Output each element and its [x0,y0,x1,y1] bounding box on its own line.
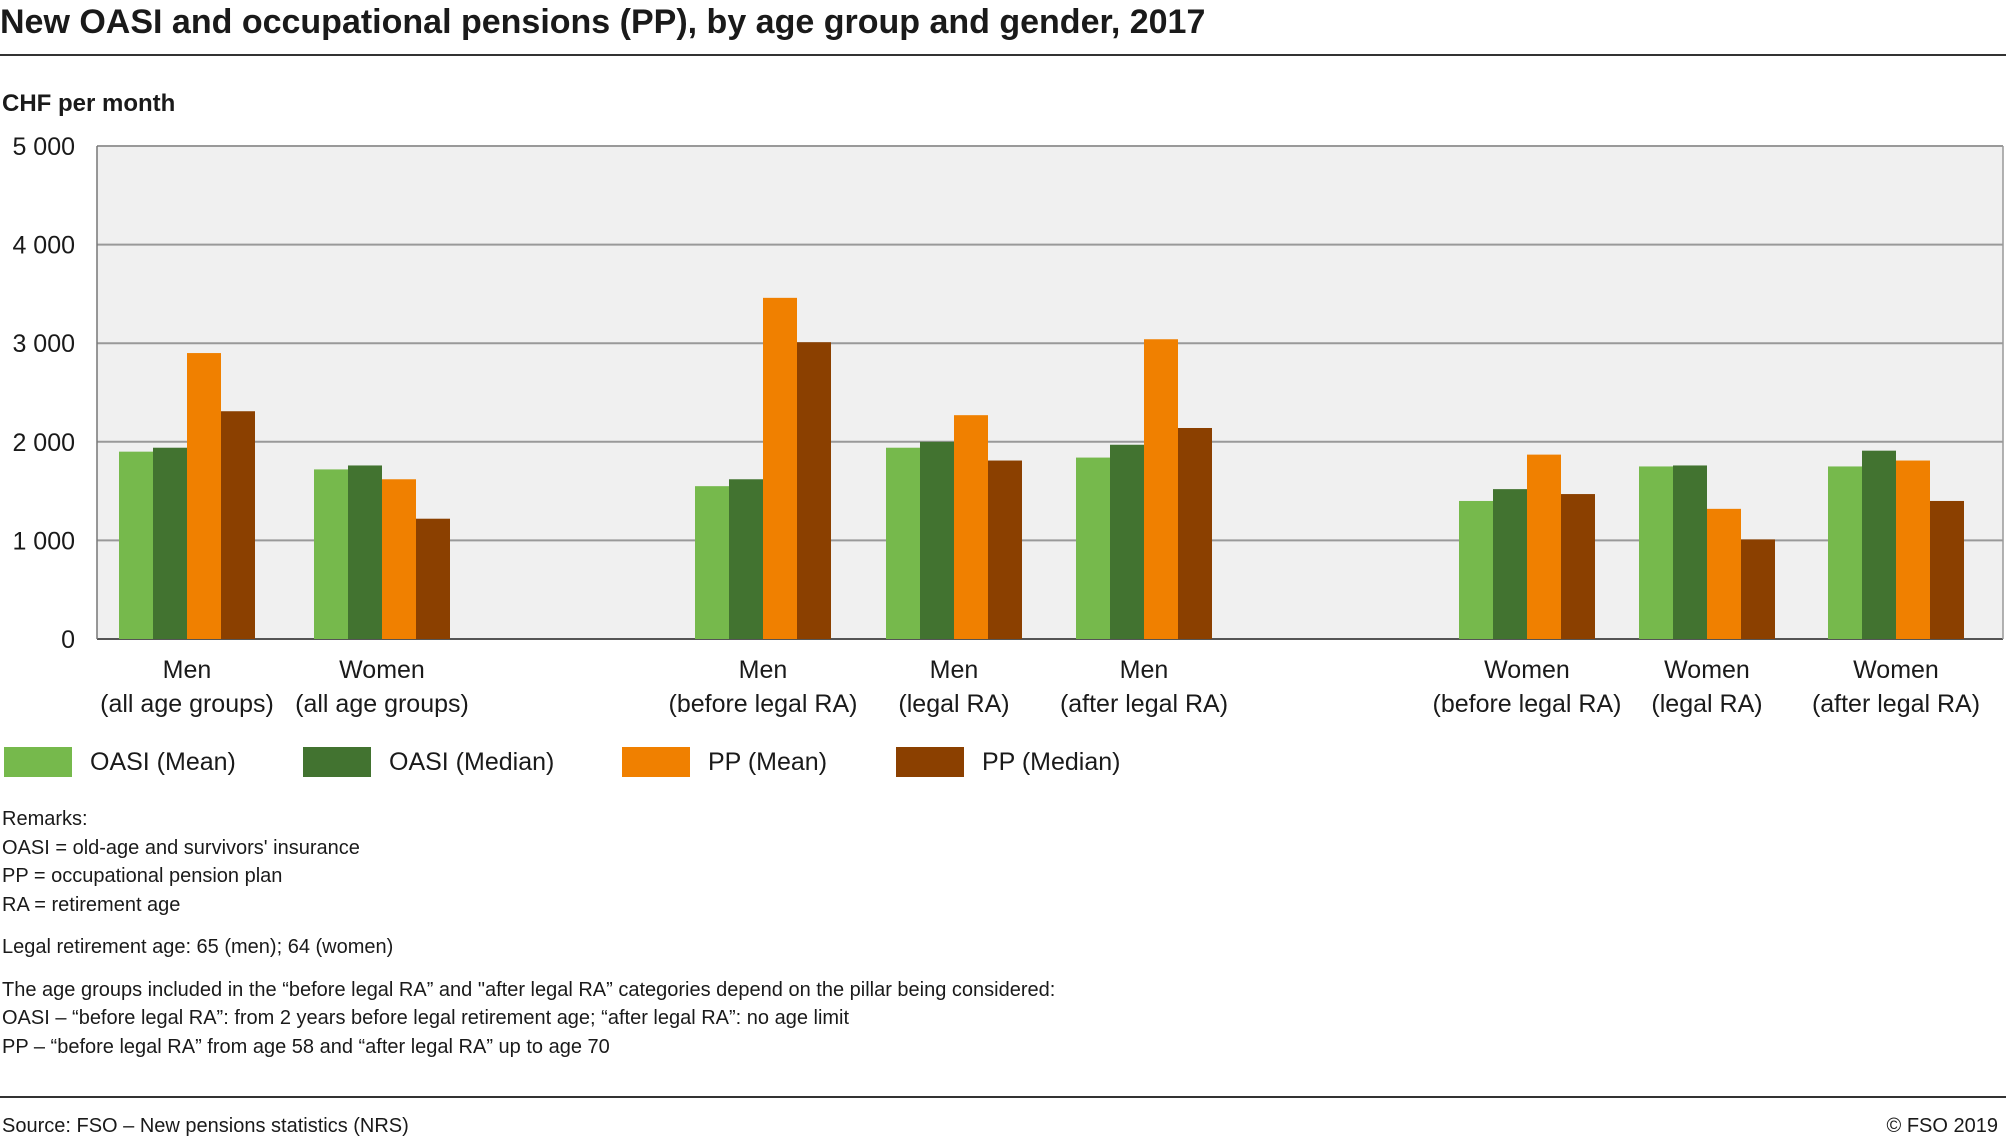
remark-ra: RA = retirement age [2,893,181,916]
x-tick-label: Women [339,656,425,684]
legend-label: OASI (Mean) [90,748,236,776]
bar [1828,466,1862,639]
x-tick-label: Women [1853,656,1939,684]
bar-chart: 0 1 000 2 000 3 000 4 000 5 000 Men (all age gr… [12,133,2004,718]
bar [729,479,763,639]
legend-label: PP (Mean) [708,748,828,776]
bar [988,460,1022,639]
bar [382,479,416,639]
y-tick-label: 2 000 [12,429,75,457]
source-note: Source: FSO – New pensions statistics (N… [2,1115,409,1137]
x-tick-label: (all age groups) [295,690,469,718]
x-tick-label: (all age groups) [100,690,274,718]
remark-groups-oasi: OASI – “before legal RA”: from 2 years b… [2,1007,850,1029]
x-tick-label: (legal RA) [1651,690,1762,718]
x-tick-label: Men [1120,656,1169,684]
legend-swatch [896,747,964,777]
bar [920,441,954,639]
bar [1110,444,1144,639]
x-tick-label: Women [1484,656,1570,684]
bar [1561,494,1595,639]
bar [1076,457,1110,639]
y-tick-label: 5 000 [12,133,75,161]
bar [1527,454,1561,639]
bar [695,486,729,639]
bar [1930,500,1964,639]
bar [187,353,221,639]
remarks: Remarks: OASI = old-age and survivors' i… [2,805,1902,1061]
remarks-heading: Remarks: [2,808,88,830]
x-tick-label: Men [739,656,788,684]
x-tick-label: (after legal RA) [1060,690,1228,718]
legend: OASI (Mean) OASI (Median) PP (Mean) PP (… [0,745,1200,781]
title-rule [0,54,2006,56]
bar [1459,500,1493,639]
legend-label: PP (Median) [982,748,1121,776]
remark-pp: PP = occupational pension plan [2,865,283,887]
bar [1741,539,1775,639]
legend-swatch [622,747,690,777]
y-tick-label: 4 000 [12,232,75,260]
x-tick-label: (before legal RA) [1433,690,1622,718]
copyright: © FSO 2019 [1886,1115,1998,1137]
x-tick-label: (after legal RA) [1812,690,1980,718]
y-tick-label: 3 000 [12,330,75,358]
remark-legal-age: Legal retirement age: 65 (men); 64 (wome… [2,936,394,958]
bar [763,297,797,639]
bar [1862,450,1896,639]
bar [314,469,348,639]
legend-swatch [4,747,72,777]
bar [1896,460,1930,639]
bar [348,465,382,639]
bar [886,447,920,639]
bar [954,415,988,639]
legend-label: OASI (Median) [389,748,555,776]
x-tick-label: (before legal RA) [669,690,858,718]
y-axis-unit: CHF per month [2,90,176,117]
x-tick-label: Women [1664,656,1750,684]
footer-rule [0,1096,2006,1098]
bar [797,342,831,639]
bar [1493,489,1527,639]
remark-oasi: OASI = old-age and survivors' insurance [2,836,360,859]
y-tick-label: 1 000 [12,527,75,555]
bar [1673,465,1707,639]
chart-title: New OASI and occupational pensions (PP),… [0,3,1206,41]
legend-swatch [303,747,371,777]
bar [221,411,255,639]
bar [1178,427,1212,639]
bar [119,451,153,639]
bar [1639,466,1673,639]
x-tick-label: Men [163,656,212,684]
bar [1144,339,1178,639]
bar [1707,508,1741,639]
x-tick-label: Men [930,656,979,684]
remark-groups-pp: PP – “before legal RA” from age 58 and “… [2,1035,610,1058]
bar [416,518,450,639]
remark-groups-intro: The age groups included in the “before l… [2,978,1056,1001]
y-tick-label: 0 [61,626,75,654]
x-tick-label: (legal RA) [898,690,1009,718]
bar [153,447,187,639]
